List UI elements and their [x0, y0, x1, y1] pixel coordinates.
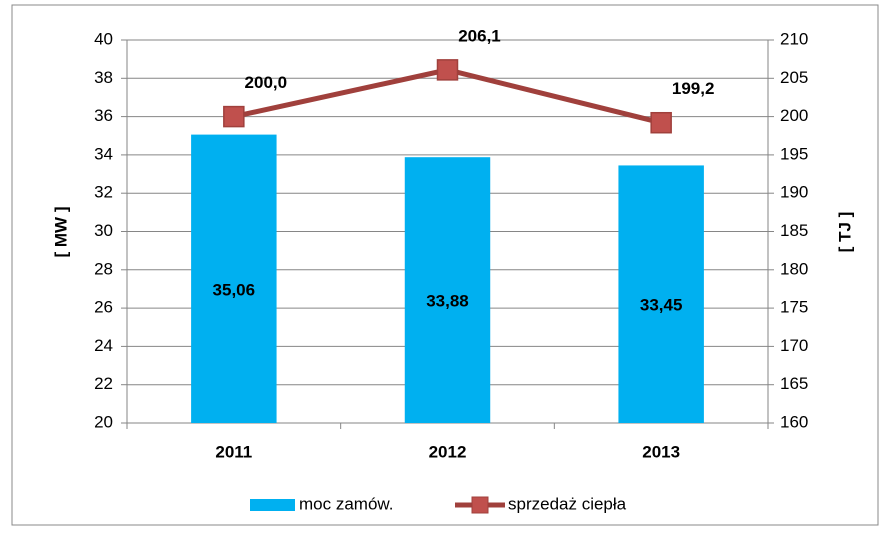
bar	[191, 134, 277, 423]
y-tick-label: 30	[94, 221, 113, 240]
y2-tick-label: 160	[780, 412, 808, 431]
data-label: 33,88	[426, 292, 469, 311]
bar	[618, 165, 704, 423]
y2-tick-label: 175	[780, 298, 808, 317]
y2-tick-label: 195	[780, 144, 808, 163]
y-tick-label: 34	[94, 144, 113, 163]
y2-tick-label: 170	[780, 336, 808, 355]
data-label: 206,1	[458, 26, 501, 45]
legend-swatch	[250, 499, 295, 511]
y-tick-label: 38	[94, 68, 113, 87]
legend-label: moc zamów.	[299, 494, 393, 513]
y-tick-label: 32	[94, 183, 113, 202]
y2-tick-label: 190	[780, 183, 808, 202]
y2-tick-label: 180	[780, 259, 808, 278]
y-tick-label: 20	[94, 412, 113, 431]
data-label: 33,45	[640, 296, 683, 315]
y-tick-label: 28	[94, 259, 113, 278]
data-label: 35,06	[213, 280, 256, 299]
marker	[650, 111, 672, 134]
y2-axis-label: [ TJ ]	[835, 212, 854, 253]
y-tick-label: 40	[94, 29, 113, 48]
x-tick-label: 2013	[642, 442, 680, 461]
y-tick-label: 26	[94, 298, 113, 317]
x-tick-label: 2012	[429, 442, 467, 461]
marker	[223, 105, 245, 128]
y2-tick-label: 210	[780, 29, 808, 48]
data-label: 199,2	[672, 79, 715, 98]
data-label: 200,0	[245, 73, 288, 92]
y-tick-label: 22	[94, 374, 113, 393]
y-tick-label: 24	[94, 336, 113, 355]
y2-tick-label: 185	[780, 221, 808, 240]
y2-tick-label: 205	[780, 68, 808, 87]
y-axis-label: [ MW ]	[51, 207, 70, 258]
x-tick-label: 2011	[215, 442, 252, 461]
y2-tick-label: 165	[780, 374, 808, 393]
y2-tick-label: 200	[780, 106, 808, 125]
y-tick-label: 36	[94, 106, 113, 125]
bar	[404, 157, 491, 423]
legend-marker	[471, 496, 489, 514]
marker	[436, 59, 459, 81]
legend-label: sprzedaż ciepła	[508, 494, 627, 513]
